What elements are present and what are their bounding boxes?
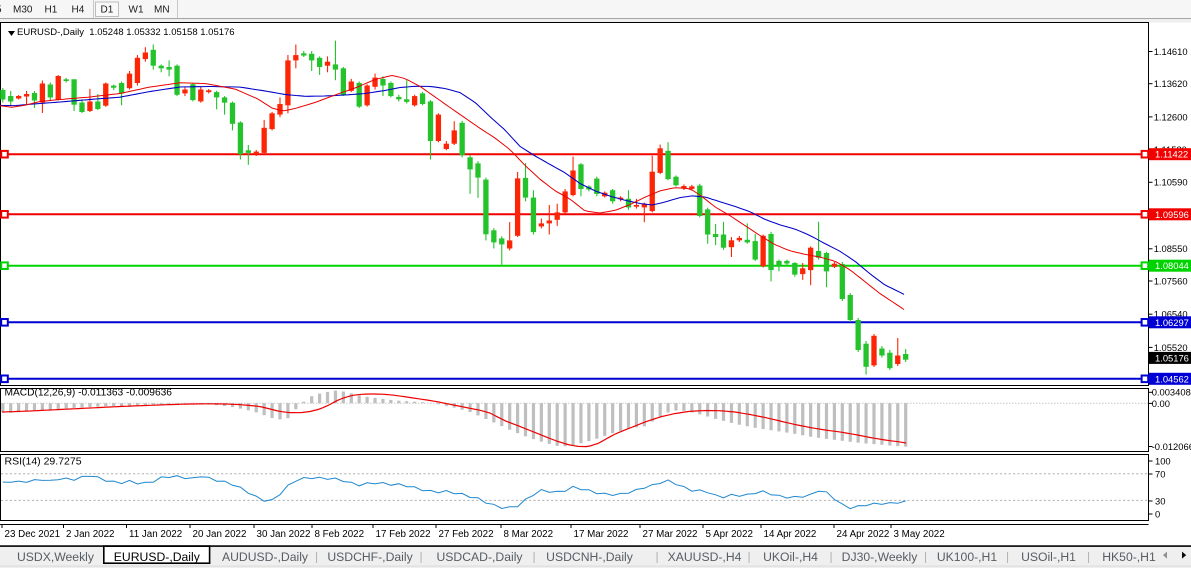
- svg-text:1.14610: 1.14610: [1154, 46, 1188, 57]
- svg-text:8 Feb 2022: 8 Feb 2022: [315, 529, 365, 540]
- svg-text:1.08550: 1.08550: [1154, 243, 1188, 254]
- svg-text:17 Feb 2022: 17 Feb 2022: [376, 529, 431, 540]
- svg-text:1.06297: 1.06297: [1155, 317, 1189, 328]
- svg-text:|: |: [419, 550, 422, 564]
- svg-text:|: |: [1006, 550, 1009, 564]
- svg-text:|: |: [829, 550, 832, 564]
- svg-text:70: 70: [1155, 468, 1165, 479]
- svg-text:|: |: [655, 550, 658, 564]
- svg-text:-0.012066: -0.012066: [1152, 441, 1191, 452]
- svg-text:RSI(14) 29.7275: RSI(14) 29.7275: [5, 456, 82, 468]
- svg-text:HK50-,H1: HK50-,H1: [1102, 550, 1156, 564]
- svg-text:1.09596: 1.09596: [1155, 209, 1189, 220]
- svg-text:DJ30-,Weekly: DJ30-,Weekly: [842, 550, 919, 564]
- svg-text:27 Feb 2022: 27 Feb 2022: [439, 529, 494, 540]
- svg-text:UKOil-,H4: UKOil-,H4: [763, 550, 818, 564]
- svg-text:USDCAD-,Daily: USDCAD-,Daily: [437, 550, 524, 564]
- svg-text:|: |: [747, 550, 750, 564]
- svg-text:M30: M30: [13, 5, 33, 16]
- svg-text:1.12600: 1.12600: [1154, 111, 1188, 122]
- svg-text:1.06540: 1.06540: [1154, 309, 1188, 320]
- svg-text:USDX,Weekly: USDX,Weekly: [17, 550, 95, 564]
- svg-text:MACD(12,26,9) -0.011363 -0.009: MACD(12,26,9) -0.011363 -0.009636: [5, 388, 173, 399]
- svg-text:1.13620: 1.13620: [1154, 78, 1188, 89]
- svg-text:D1: D1: [101, 5, 114, 16]
- svg-text:30 Jan 2022: 30 Jan 2022: [257, 529, 311, 540]
- svg-text:23 Dec 2021: 23 Dec 2021: [5, 529, 61, 540]
- svg-text:|: |: [924, 550, 927, 564]
- svg-text:1.05176: 1.05176: [1155, 352, 1189, 363]
- svg-text:H4: H4: [72, 5, 85, 16]
- svg-text:2 Jan 2022: 2 Jan 2022: [66, 529, 114, 540]
- svg-text:|: |: [532, 550, 535, 564]
- svg-text:5 Apr 2022: 5 Apr 2022: [706, 529, 753, 540]
- svg-text:24 Apr 2022: 24 Apr 2022: [837, 529, 890, 540]
- svg-text:17 Mar 2022: 17 Mar 2022: [574, 529, 629, 540]
- svg-text:1.05520: 1.05520: [1154, 342, 1188, 353]
- svg-text:USDCNH-,Daily: USDCNH-,Daily: [546, 550, 634, 564]
- svg-text:USDCHF-,Daily: USDCHF-,Daily: [327, 550, 413, 564]
- svg-text:30: 30: [1155, 495, 1165, 506]
- svg-text:1.07560: 1.07560: [1154, 275, 1188, 286]
- svg-text:1.04562: 1.04562: [1155, 373, 1189, 384]
- svg-text:1.11422: 1.11422: [1155, 149, 1188, 160]
- svg-text:EURUSD-,Daily 1.05248 1.05332: EURUSD-,Daily 1.05248 1.05332 1.05158 1.…: [17, 27, 235, 38]
- svg-text:27 Mar 2022: 27 Mar 2022: [643, 529, 698, 540]
- svg-text:8 Mar 2022: 8 Mar 2022: [504, 529, 554, 540]
- svg-text:20 Jan 2022: 20 Jan 2022: [193, 529, 247, 540]
- svg-text:0.00: 0.00: [1152, 398, 1170, 409]
- svg-text:100: 100: [1155, 455, 1171, 466]
- svg-text:UK100-,H1: UK100-,H1: [937, 550, 998, 564]
- svg-text:MN: MN: [154, 5, 170, 16]
- svg-text:3 May 2022: 3 May 2022: [894, 529, 945, 540]
- svg-text:EURUSD-,Daily: EURUSD-,Daily: [114, 550, 201, 564]
- svg-text:|: |: [315, 550, 318, 564]
- svg-text:H1: H1: [45, 5, 58, 16]
- svg-text:1.10590: 1.10590: [1154, 177, 1188, 188]
- svg-text:W1: W1: [129, 5, 144, 16]
- svg-text:0.003408: 0.003408: [1152, 387, 1191, 398]
- svg-text:|: |: [1087, 550, 1090, 564]
- svg-text:AUDUSD-,Daily: AUDUSD-,Daily: [222, 550, 309, 564]
- svg-text:XAUUSD-,H4: XAUUSD-,H4: [668, 550, 742, 564]
- svg-text:1.08044: 1.08044: [1155, 260, 1189, 271]
- svg-text:11 Jan 2022: 11 Jan 2022: [129, 529, 182, 540]
- svg-text:0: 0: [1155, 508, 1160, 519]
- svg-text:USOil-,H1: USOil-,H1: [1021, 550, 1076, 564]
- svg-text:5: 5: [0, 5, 2, 16]
- svg-text:14 Apr 2022: 14 Apr 2022: [764, 529, 817, 540]
